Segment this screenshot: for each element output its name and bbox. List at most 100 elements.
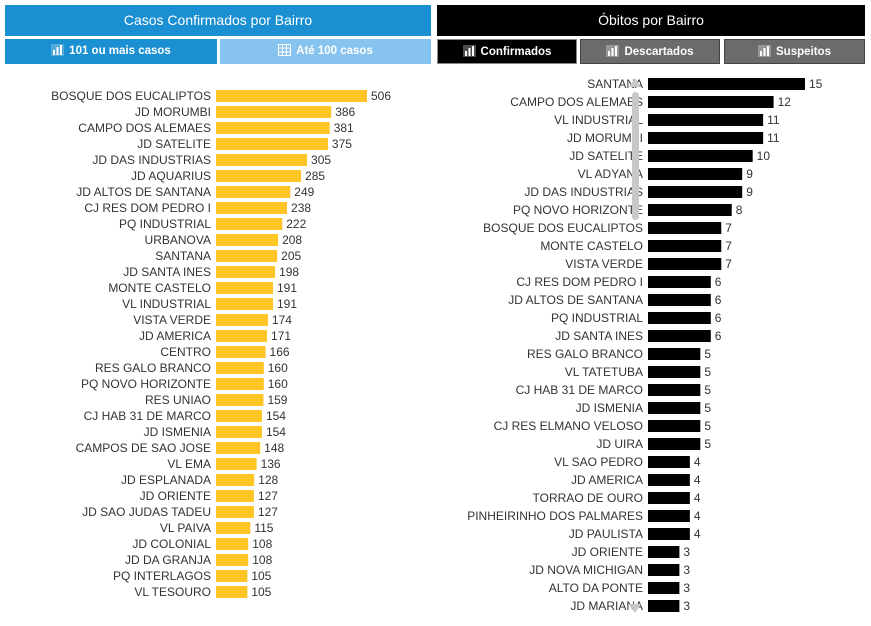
deaths-bar[interactable] [648,438,701,450]
confirmed-bar[interactable] [216,586,248,598]
deaths-category-label: JD AMERICA [571,473,643,487]
deaths-category-label: CAMPO DOS ALEMAES [510,95,643,109]
confirmed-bar[interactable] [216,394,264,406]
tab-suspected[interactable]: Suspeitos [724,39,865,64]
confirmed-value-label: 108 [252,537,272,551]
confirmed-bar[interactable] [216,410,262,422]
deaths-bar[interactable] [648,204,732,216]
deaths-bar[interactable] [648,114,764,126]
confirmed-bar[interactable] [216,202,288,214]
confirmed-bar[interactable] [216,298,273,310]
confirmed-bar[interactable] [216,154,308,166]
deaths-bar[interactable] [648,366,701,378]
deaths-bar[interactable] [648,150,753,162]
confirmed-bar[interactable] [216,266,276,278]
confirmed-value-label: 160 [268,377,288,391]
confirmed-bar[interactable] [216,458,257,470]
deaths-bar[interactable] [648,510,690,522]
deaths-bar[interactable] [648,96,774,108]
confirmed-value-label: 205 [281,249,301,263]
deaths-bar[interactable] [648,564,680,576]
confirmed-bar[interactable] [216,554,249,566]
deaths-bar[interactable] [648,168,743,180]
confirmed-bar[interactable] [216,106,332,118]
deaths-bar[interactable] [648,420,701,432]
tab-discarded[interactable]: Descartados [580,39,720,64]
confirmed-bar[interactable] [216,538,249,550]
tab-label: Até 100 casos [296,45,373,57]
confirmed-bar[interactable] [216,250,278,262]
deaths-bar[interactable] [648,258,722,270]
confirmed-bar[interactable] [216,282,273,294]
deaths-bar[interactable] [648,528,690,540]
deaths-value-label: 6 [715,311,722,325]
deaths-value-label: 3 [683,563,690,577]
deaths-category-label: JD ORIENTE [572,545,643,559]
confirmed-bar[interactable] [216,378,264,390]
confirmed-bar[interactable] [216,314,268,326]
confirmed-bar[interactable] [216,234,279,246]
tab-up-to-100-cases[interactable]: Até 100 casos [220,39,431,64]
scrollbar-thumb[interactable] [632,92,639,220]
confirmed-bar[interactable] [216,490,254,502]
scroll-down-arrow[interactable] [629,604,641,613]
deaths-bar[interactable] [648,384,701,396]
confirmed-bar[interactable] [216,138,328,150]
confirmed-value-label: 128 [258,473,278,487]
confirmed-bar[interactable] [216,426,262,438]
deaths-bar[interactable] [648,600,680,612]
deaths-bar[interactable] [648,78,805,90]
deaths-category-label: VL ADYANA [578,167,643,181]
deaths-value-label: 15 [809,77,823,91]
confirmed-bar[interactable] [216,442,261,454]
deaths-bar[interactable] [648,330,711,342]
deaths-value-label: 5 [704,347,711,361]
confirmed-category-label: CJ RES DOM PEDRO I [84,201,211,215]
confirmed-bar[interactable] [216,122,330,134]
confirmed-value-label: 381 [334,121,354,135]
deaths-bar[interactable] [648,474,690,486]
confirmed-bar[interactable] [216,186,291,198]
deaths-value-label: 4 [694,527,701,541]
confirmed-value-label: 105 [251,585,271,599]
deaths-bar[interactable] [648,132,764,144]
deaths-bar[interactable] [648,546,680,558]
confirmed-value-label: 108 [252,553,272,567]
deaths-bar[interactable] [648,312,711,324]
tab-confirmed[interactable]: Confirmados [437,39,577,64]
confirmed-bar[interactable] [216,170,302,182]
scroll-up-arrow[interactable] [629,78,641,87]
confirmed-value-label: 166 [270,345,290,359]
deaths-value-label: 5 [704,437,711,451]
deaths-bar[interactable] [648,294,711,306]
tab-101-or-more-cases[interactable]: 101 ou mais casos [5,39,217,64]
deaths-bar[interactable] [648,186,743,198]
confirmed-bar[interactable] [216,218,283,230]
deaths-bar[interactable] [648,348,701,360]
confirmed-value-label: 160 [268,361,288,375]
deaths-bar[interactable] [648,276,711,288]
deaths-category-label: RES GALO BRANCO [527,347,643,361]
confirmed-bar[interactable] [216,362,264,374]
confirmed-bar[interactable] [216,90,367,102]
deaths-category-label: TORRAO DE OURO [533,491,643,505]
deaths-bar[interactable] [648,240,722,252]
confirmed-bars: BOSQUE DOS EUCALIPTOS 506 JD MORUMBI 386 CAM… [51,89,391,599]
confirmed-bar[interactable] [216,330,268,342]
deaths-bar[interactable] [648,402,701,414]
confirmed-bar[interactable] [216,506,254,518]
confirmed-bar[interactable] [216,522,251,534]
confirmed-category-label: PQ INDUSTRIAL [119,217,211,231]
deaths-bar[interactable] [648,222,722,234]
confirmed-bar[interactable] [216,346,266,358]
deaths-value-label: 9 [746,167,753,181]
confirmed-value-label: 375 [332,137,352,151]
confirmed-bar[interactable] [216,474,255,486]
deaths-bar[interactable] [648,456,690,468]
deaths-bar[interactable] [648,582,680,594]
deaths-value-label: 4 [694,509,701,523]
deaths-bar[interactable] [648,492,690,504]
confirmed-bar[interactable] [216,570,248,582]
bar-chart-icon [462,45,476,57]
